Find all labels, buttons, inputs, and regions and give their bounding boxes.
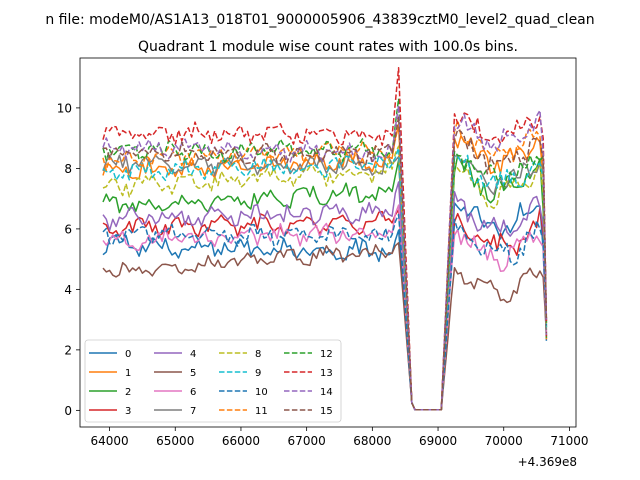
x-tick-label: 70000 xyxy=(485,434,523,448)
legend-label: 2 xyxy=(125,387,131,398)
x-tick-label: 68000 xyxy=(353,434,391,448)
x-tick-label: 69000 xyxy=(419,434,457,448)
chart-title: Quadrant 1 module wise count rates with … xyxy=(138,39,518,55)
legend-label: 8 xyxy=(255,349,261,360)
series-line-12 xyxy=(102,97,548,411)
y-axis: 0 2 4 6 8 10 xyxy=(57,101,80,418)
legend-label: 15 xyxy=(320,406,333,417)
series-line-9 xyxy=(102,147,548,411)
figure-suptitle: n file: modeM0/AS1A13_018T01_9000005906_… xyxy=(45,12,594,28)
plot-area xyxy=(79,57,577,428)
series-line-10 xyxy=(102,213,548,411)
series-line-15 xyxy=(102,115,548,411)
y-tick-label: 0 xyxy=(64,404,72,418)
legend-label: 13 xyxy=(320,368,333,379)
series-line-3 xyxy=(102,207,548,411)
x-tick-label: 67000 xyxy=(288,434,326,448)
y-tick-label: 2 xyxy=(64,343,72,357)
legend-label: 9 xyxy=(255,368,261,379)
legend-label: 1 xyxy=(125,368,131,379)
legend-box xyxy=(84,339,342,423)
legend-label: 11 xyxy=(255,406,268,417)
y-tick-label: 10 xyxy=(57,101,72,115)
legend-label: 14 xyxy=(320,387,333,398)
series-line-1 xyxy=(102,124,548,411)
legend-label: 4 xyxy=(190,349,196,360)
series-line-5 xyxy=(102,242,548,411)
y-tick-label: 8 xyxy=(64,162,72,176)
x-tick-label: 64000 xyxy=(90,434,128,448)
legend-label: 0 xyxy=(125,349,131,360)
legend-label: 5 xyxy=(190,368,196,379)
x-axis: 64000 65000 66000 67000 68000 69000 70000 71000 xyxy=(90,427,589,448)
x-tick-label: 66000 xyxy=(222,434,260,448)
legend-label: 6 xyxy=(190,387,196,398)
legend-label: 10 xyxy=(255,387,268,398)
series-line-13 xyxy=(102,67,548,411)
x-tick-label: 71000 xyxy=(550,434,588,448)
x-axis-offset-label: +4.369e8 xyxy=(518,455,577,469)
axes-frame xyxy=(79,57,577,428)
legend-label: 12 xyxy=(320,349,333,360)
legend-label: 3 xyxy=(125,406,131,417)
y-tick-label: 4 xyxy=(64,283,72,297)
y-tick-label: 6 xyxy=(64,222,72,236)
legend-label: 7 xyxy=(190,406,196,417)
series-line-4 xyxy=(102,181,548,411)
series-lines xyxy=(102,67,548,411)
x-tick-label: 65000 xyxy=(156,434,194,448)
